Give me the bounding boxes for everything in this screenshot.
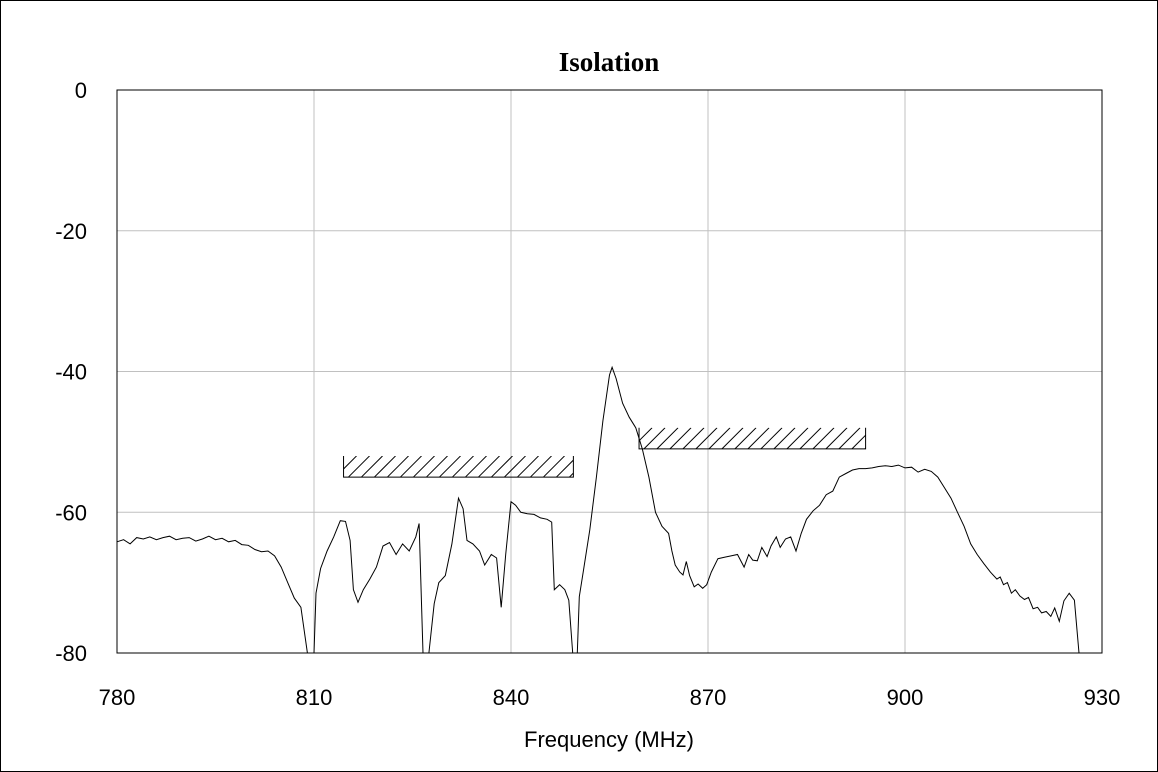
plot-area: [116, 89, 1103, 654]
y-tick-label: -20: [55, 219, 87, 244]
y-tick-label: -80: [55, 641, 87, 666]
x-axis-ticks: 780 810 840 870 900 930: [99, 685, 1121, 710]
spec-bands: [343, 427, 867, 478]
x-tick-label: 870: [690, 685, 727, 710]
y-tick-label: -40: [55, 360, 87, 385]
chart-title: Isolation: [559, 47, 660, 77]
isolation-series-line: [116, 365, 1086, 654]
grid-lines: [117, 90, 1102, 653]
x-tick-label: 810: [296, 685, 333, 710]
x-tick-label: 900: [887, 685, 924, 710]
x-tick-label: 930: [1084, 685, 1121, 710]
y-tick-label: -60: [55, 500, 87, 525]
x-axis-label: Frequency (MHz): [524, 727, 694, 752]
band-hatch: [343, 455, 574, 478]
x-tick-label: 840: [493, 685, 530, 710]
series-layer: [116, 365, 1086, 654]
band-hatch: [639, 427, 866, 449]
x-tick-label: 780: [99, 685, 136, 710]
spec-band-2: [638, 427, 867, 450]
spec-band-1: [343, 455, 574, 478]
y-tick-label: 0: [75, 78, 87, 103]
y-axis-ticks: 0 -20 -40 -60 -80: [55, 78, 87, 666]
band-outline: [343, 455, 574, 478]
